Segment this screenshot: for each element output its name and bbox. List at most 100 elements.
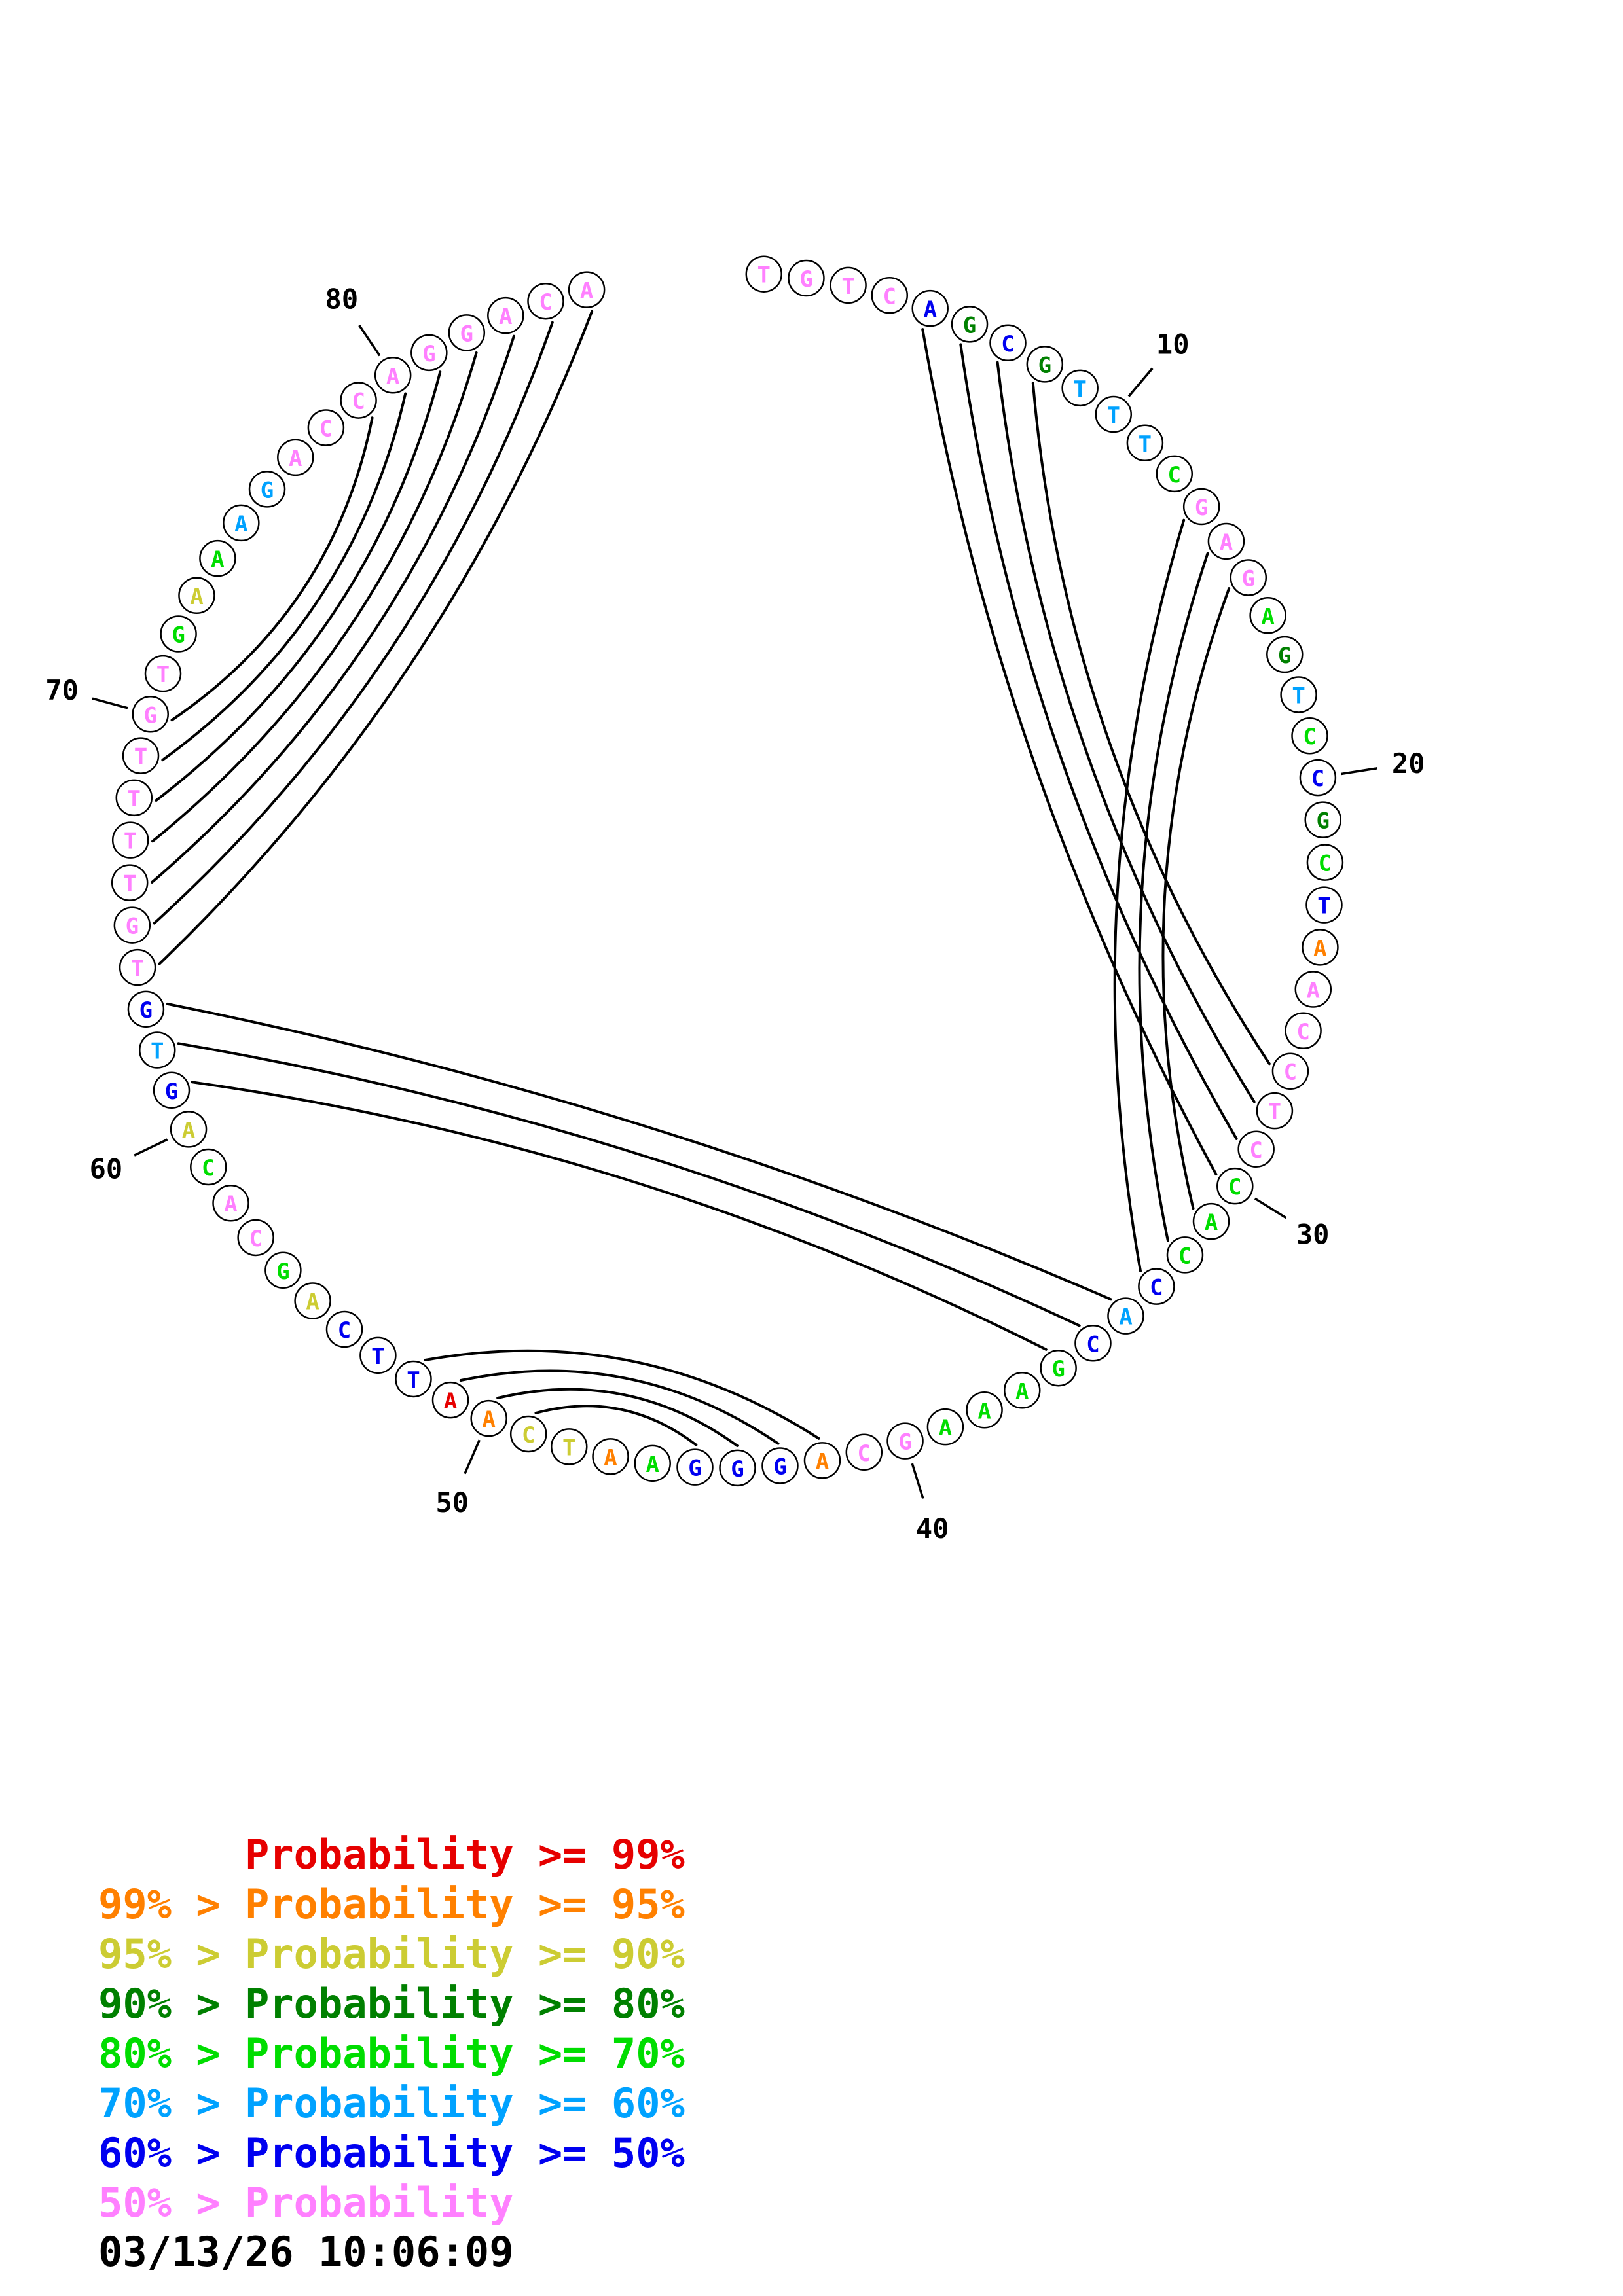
position-label-50: 50 — [436, 1486, 469, 1518]
position-tick-10 — [1127, 367, 1154, 397]
nucleotide-51: A — [431, 1381, 469, 1419]
nucleotide-80: A — [374, 357, 412, 394]
nucleotide-circle-65 — [113, 906, 151, 944]
nucleotide-circle-4 — [871, 277, 909, 314]
nucleotide-14: A — [1207, 522, 1245, 560]
pair-arc-7-28 — [996, 361, 1256, 1103]
nucleotide-19: C — [1291, 717, 1328, 755]
nucleotide-24: A — [1302, 929, 1339, 966]
nucleotide-base-26: C — [1296, 1019, 1309, 1045]
nucleotide-85: A — [568, 271, 606, 308]
nucleotide-circle-66 — [111, 864, 149, 901]
nucleotide-7: C — [989, 324, 1027, 362]
nucleotide-base-59: C — [202, 1155, 215, 1181]
nucleotide-base-54: C — [338, 1318, 351, 1344]
nucleotide-base-48: T — [562, 1435, 575, 1461]
nucleotide-base-63: G — [139, 997, 153, 1024]
legend-line-p60: 70% > Probability >= 60% — [98, 2079, 685, 2127]
nucleotide-base-53: T — [371, 1344, 384, 1370]
nucleotide-circle-43 — [761, 1447, 799, 1484]
position-tick-50 — [464, 1439, 481, 1475]
nucleotide-base-73: A — [190, 584, 203, 610]
nucleotide-30: C — [1216, 1167, 1254, 1205]
nucleotide-base-20: C — [1311, 766, 1324, 792]
nucleotide-59: C — [190, 1148, 227, 1186]
nucleotide-8: G — [1026, 346, 1064, 383]
nucleotide-circle-1 — [745, 255, 782, 293]
nucleotide-29: C — [1237, 1130, 1275, 1168]
nucleotide-46: A — [634, 1444, 671, 1482]
nucleotide-base-3: T — [841, 274, 854, 300]
nucleotide-circle-55 — [294, 1282, 331, 1319]
pair-arc-14-32 — [1138, 552, 1209, 1242]
position-label-70: 70 — [45, 674, 79, 706]
position-tick-80 — [358, 325, 381, 357]
position-label-10: 10 — [1156, 329, 1190, 361]
nucleotide-base-76: G — [261, 477, 274, 503]
nucleotide-34: A — [1107, 1297, 1144, 1335]
nucleotide-53: T — [359, 1336, 397, 1374]
nucleotide-base-50: A — [482, 1407, 495, 1433]
nucleotide-base-71: T — [156, 662, 170, 688]
nucleotide-circle-7 — [989, 324, 1027, 362]
nucleotide-base-14: A — [1220, 529, 1233, 556]
nucleotide-circle-24 — [1302, 929, 1339, 966]
nucleotide-circle-82 — [448, 314, 486, 351]
nucleotide-base-58: A — [224, 1191, 237, 1217]
nucleotide-15: G — [1230, 559, 1267, 596]
nucleotide-27: C — [1271, 1052, 1309, 1090]
nucleotide-4: C — [871, 277, 909, 314]
nucleotide-base-29: C — [1249, 1138, 1262, 1164]
nucleotide-67: T — [111, 821, 149, 859]
nucleotide-base-40: G — [898, 1429, 911, 1456]
nucleotide-70: G — [132, 696, 170, 733]
nucleotide-base-21: G — [1316, 808, 1329, 834]
nucleotide-base-65: G — [126, 914, 139, 940]
pair-arc-69-80 — [161, 392, 407, 762]
nucleotide-circle-29 — [1237, 1130, 1275, 1168]
pair-arc-65-84 — [153, 321, 554, 925]
nucleotide-circle-62 — [138, 1031, 176, 1069]
nucleotide-68: T — [115, 779, 153, 817]
nucleotide-58: A — [212, 1184, 249, 1222]
nucleotide-circle-40 — [886, 1422, 924, 1460]
nucleotide-28: T — [1256, 1092, 1294, 1130]
nucleotide-13: G — [1182, 488, 1220, 526]
legend-line-p99: Probability >= 99% — [98, 1831, 685, 1878]
nucleotide-circle-23 — [1305, 886, 1343, 924]
nucleotide-circle-12 — [1156, 455, 1194, 493]
position-label-60: 60 — [90, 1153, 123, 1185]
nucleotide-circle-57 — [237, 1219, 274, 1257]
nucleotide-base-77: A — [289, 446, 302, 472]
nucleotide-44: G — [719, 1449, 756, 1487]
nucleotide-circle-31 — [1192, 1202, 1230, 1240]
nucleotide-circle-72 — [160, 615, 197, 653]
nucleotide-base-37: A — [1015, 1378, 1029, 1405]
nucleotide-circle-74 — [199, 539, 236, 577]
nucleotide-base-9: T — [1073, 376, 1086, 403]
legend-line-p50: 60% > Probability >= 50% — [98, 2129, 685, 2177]
nucleotide-circle-77 — [277, 439, 314, 476]
nucleotide-circle-70 — [132, 696, 170, 733]
pair-arc-70-79 — [170, 416, 374, 722]
position-tick-70 — [92, 697, 128, 709]
timestamp: 03/13/26 10:06:09 — [98, 2228, 514, 2276]
nucleotide-circle-20 — [1299, 759, 1337, 797]
nucleotide-circle-33 — [1138, 1268, 1175, 1305]
nucleotide-23: T — [1305, 886, 1343, 924]
nucleotide-56: G — [264, 1251, 302, 1289]
nucleotide-circle-19 — [1291, 717, 1328, 755]
nucleotide-base-4: C — [883, 283, 896, 310]
nucleotide-37: A — [1003, 1372, 1041, 1409]
nucleotide-circle-38 — [966, 1391, 1003, 1429]
nucleotide-base-78: C — [319, 416, 333, 442]
pair-arc-34-63 — [166, 1002, 1112, 1301]
nucleotide-base-66: T — [123, 871, 136, 897]
nucleotide-36: G — [1040, 1349, 1077, 1387]
nucleotide-base-1: T — [757, 262, 770, 289]
nucleotide-circle-71 — [144, 655, 182, 692]
nucleotide-base-41: C — [858, 1441, 871, 1467]
nucleotide-circle-67 — [111, 821, 149, 859]
nucleotide-48: T — [551, 1428, 588, 1465]
nucleotide-circle-45 — [676, 1448, 714, 1486]
